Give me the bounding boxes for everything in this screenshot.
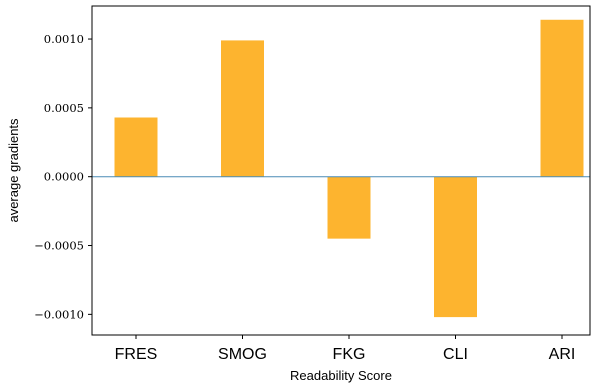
x-axis-title: Readability Score (290, 368, 392, 383)
x-tick-label: CLI (443, 346, 468, 363)
bar-fres (114, 117, 158, 177)
bar-fkg (327, 176, 371, 239)
bar-smog (221, 40, 264, 177)
y-tick-label: −0.0005 (34, 239, 84, 253)
bar-cli (434, 176, 477, 318)
x-axis: FRES SMOG FKG CLI ARI (115, 335, 576, 363)
y-tick-label: 0.0010 (44, 32, 84, 46)
bar-ari (540, 19, 584, 177)
y-tick-label: −0.0010 (34, 307, 84, 321)
x-tick-label: ARI (549, 346, 576, 363)
y-axis-title: average gradients (6, 118, 21, 223)
y-tick-label: 0.0005 (44, 101, 84, 115)
y-tick-label: 0.0000 (44, 170, 84, 184)
bars (114, 19, 584, 318)
x-tick-label: FRES (115, 346, 158, 363)
x-tick-label: SMOG (218, 346, 267, 363)
plot-frame (91, 5, 591, 336)
x-tick-label: FKG (333, 346, 366, 363)
y-axis: 0.0010 0.0005 0.0000 −0.0005 −0.0010 (34, 32, 92, 321)
